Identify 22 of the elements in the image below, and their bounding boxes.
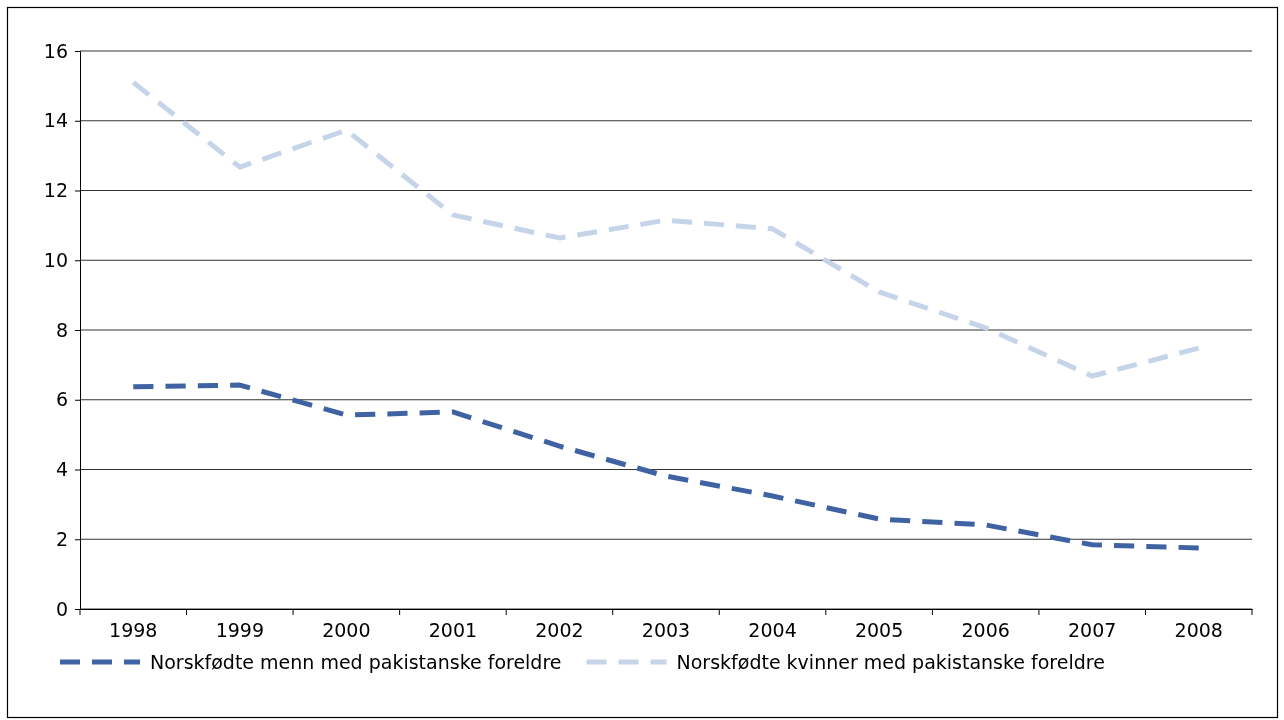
y-tick-label: 0 [55, 597, 68, 620]
x-tick-label: 1998 [109, 618, 158, 641]
x-tick-label: 2002 [535, 618, 584, 641]
y-tick-label: 10 [43, 248, 68, 271]
x-tick-label: 1999 [215, 618, 264, 641]
y-tick-label: 4 [55, 458, 68, 481]
x-tick-label: 2000 [322, 618, 371, 641]
y-tick-label: 6 [55, 388, 68, 411]
x-tick-label: 2006 [961, 618, 1010, 641]
y-tick-label: 8 [55, 318, 68, 341]
x-tick-label: 2005 [854, 618, 904, 641]
x-tick-label: 2003 [641, 618, 691, 641]
x-tick-label: 2004 [748, 618, 797, 641]
legend-label: Norskfødte kvinner med pakistanske foreldre [676, 651, 1105, 673]
y-tick-label: 14 [43, 109, 68, 132]
y-tick-label: 16 [43, 39, 68, 62]
x-tick-label: 2008 [1174, 618, 1223, 641]
x-tick-label: 2001 [428, 618, 478, 641]
legend-label: Norskfødte menn med pakistanske foreldre [150, 651, 562, 673]
y-tick-label: 12 [43, 179, 68, 202]
y-tick-label: 2 [55, 527, 68, 550]
x-tick-label: 2007 [1068, 618, 1117, 641]
